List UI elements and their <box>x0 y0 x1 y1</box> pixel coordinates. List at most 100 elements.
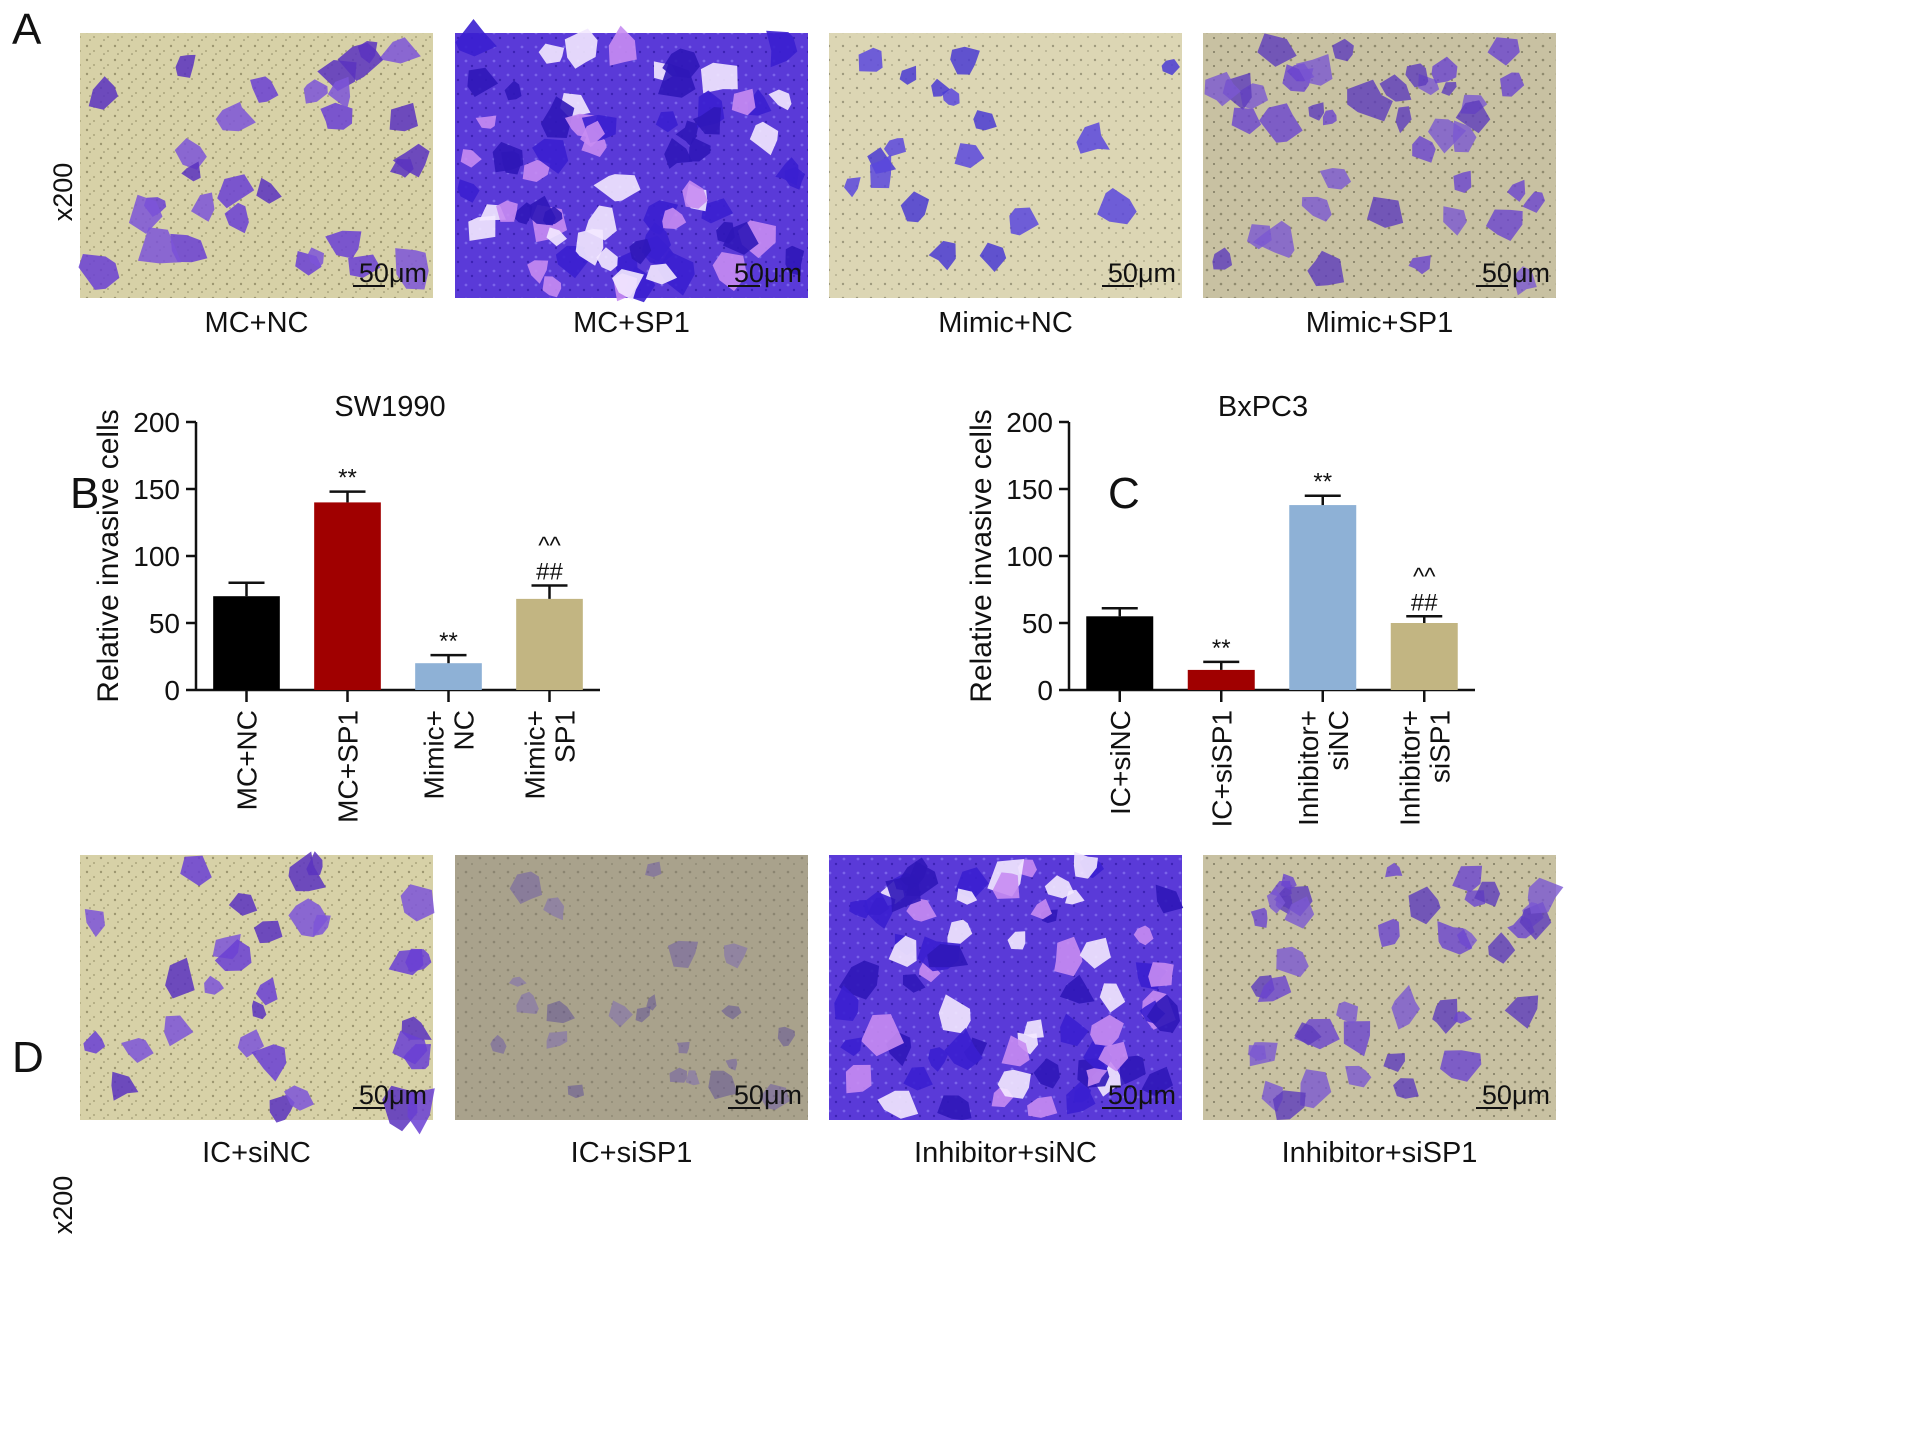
stained-cell <box>1527 877 1564 914</box>
significance-label: ** <box>1212 635 1231 662</box>
stained-cell <box>667 940 699 968</box>
stained-cell <box>1322 109 1337 126</box>
micrograph-field <box>1203 33 1556 298</box>
stained-cell <box>899 857 928 886</box>
stained-cell <box>496 200 518 222</box>
stained-cell <box>475 115 497 129</box>
stained-cell <box>692 107 722 135</box>
stained-cell <box>511 202 533 225</box>
micrograph-field <box>455 855 808 1120</box>
stained-cell <box>1347 79 1393 122</box>
stained-cell <box>1443 206 1467 236</box>
stained-cell <box>137 227 182 264</box>
x-category-label: siSP1 <box>1424 710 1455 783</box>
stained-cell <box>645 263 678 285</box>
stained-cell <box>888 935 917 967</box>
scale-bar-label: 50μm <box>734 258 802 288</box>
micrograph-a-4: 50μm Mimic+SP1 <box>1203 33 1556 339</box>
stained-cell <box>682 180 708 209</box>
stained-cell <box>88 76 119 110</box>
stained-cell <box>542 276 562 298</box>
stained-cell <box>1391 984 1420 1030</box>
micrograph-a-3: 50μm Mimic+NC <box>829 33 1182 339</box>
stained-cell <box>1079 937 1111 969</box>
stained-cell <box>392 143 430 178</box>
stained-cell <box>1453 170 1472 193</box>
stained-cell <box>121 1038 154 1063</box>
stained-cell <box>288 851 326 892</box>
stained-cell <box>1308 102 1325 121</box>
stained-cell <box>1090 1014 1124 1047</box>
stained-cell <box>608 25 637 66</box>
stained-cell <box>269 1094 295 1123</box>
stained-cell <box>303 79 328 104</box>
panel-label-c: C <box>1108 469 1140 518</box>
stained-cell <box>662 48 700 79</box>
stained-cell <box>1441 82 1457 96</box>
stained-cell <box>1044 875 1075 899</box>
stained-cell <box>708 1070 738 1100</box>
stained-cell <box>180 855 212 887</box>
stained-cell <box>284 1085 314 1111</box>
x-category-label: Inhibitor+ <box>1394 710 1425 826</box>
stained-cell <box>575 229 604 266</box>
stained-cell <box>768 89 792 111</box>
stained-cell <box>1378 918 1400 948</box>
stained-cell <box>508 976 527 987</box>
stained-cell <box>564 28 598 69</box>
scale-bar-label: 50μm <box>1482 1080 1550 1110</box>
bar-chart-sw1990: SW1990 Relative invasive cells 0 50 100 150 20… <box>92 391 600 823</box>
y-axis-label: Relative invasive cells <box>965 409 998 702</box>
stained-cell <box>596 247 618 272</box>
stained-cell <box>1065 889 1085 905</box>
stained-cell <box>1133 925 1154 946</box>
micrograph-caption: MC+SP1 <box>573 307 690 339</box>
micrograph-field <box>80 855 433 1120</box>
stained-cell <box>928 1047 949 1072</box>
stained-cell <box>845 1064 872 1094</box>
stained-cell <box>700 62 738 94</box>
y-tick-label: 200 <box>133 407 180 438</box>
stained-cell <box>662 207 687 229</box>
stained-cell <box>1247 224 1272 250</box>
stained-cell <box>1027 1096 1058 1118</box>
stained-cell <box>1295 54 1333 86</box>
stained-cell <box>903 1066 933 1091</box>
stained-cell <box>608 1000 633 1028</box>
stained-cell <box>938 994 971 1034</box>
micrograph-caption: Inhibitor+siNC <box>914 1137 1097 1169</box>
micrograph-row-d: 50μm IC+siNC 50μm IC+siSP1 50μm Inhibitor+siN… <box>80 851 1564 1169</box>
stained-cell <box>175 54 196 78</box>
stained-cell <box>931 78 950 97</box>
stained-cell <box>838 960 880 1000</box>
stained-cell <box>1284 896 1315 929</box>
stained-cell <box>775 157 799 186</box>
chart-title: BxPC3 <box>1218 391 1308 423</box>
stained-cell <box>1155 884 1184 914</box>
stained-cell <box>1009 207 1039 236</box>
stained-cell <box>1385 862 1403 878</box>
stained-cell <box>348 254 381 278</box>
stained-cell <box>1452 865 1483 892</box>
x-category-label: MC+NC <box>232 710 263 810</box>
stained-cell <box>669 1067 687 1083</box>
stained-cell <box>509 871 543 904</box>
micrograph-a-1: 50μm MC+NC <box>78 33 433 339</box>
y-tick-label: 100 <box>1006 541 1053 572</box>
x-category-label: MC+SP1 <box>333 710 364 823</box>
x-category-label: Mimic+ <box>520 710 551 799</box>
stained-cell <box>1504 995 1539 1029</box>
stained-cell <box>546 1031 568 1049</box>
x-category-label: siNC <box>1323 710 1354 771</box>
stained-cell <box>546 1000 575 1024</box>
stained-cell <box>389 102 418 132</box>
stained-cell <box>1487 37 1520 66</box>
stained-cell <box>1301 196 1332 222</box>
stained-cell <box>1060 1013 1089 1047</box>
stained-cell <box>1319 168 1352 190</box>
stained-cell <box>937 1095 972 1120</box>
scale-bar-label: 50μm <box>359 258 427 288</box>
stained-cell <box>504 80 522 101</box>
stained-cell <box>1345 1065 1372 1088</box>
stained-cell <box>1148 962 1174 987</box>
